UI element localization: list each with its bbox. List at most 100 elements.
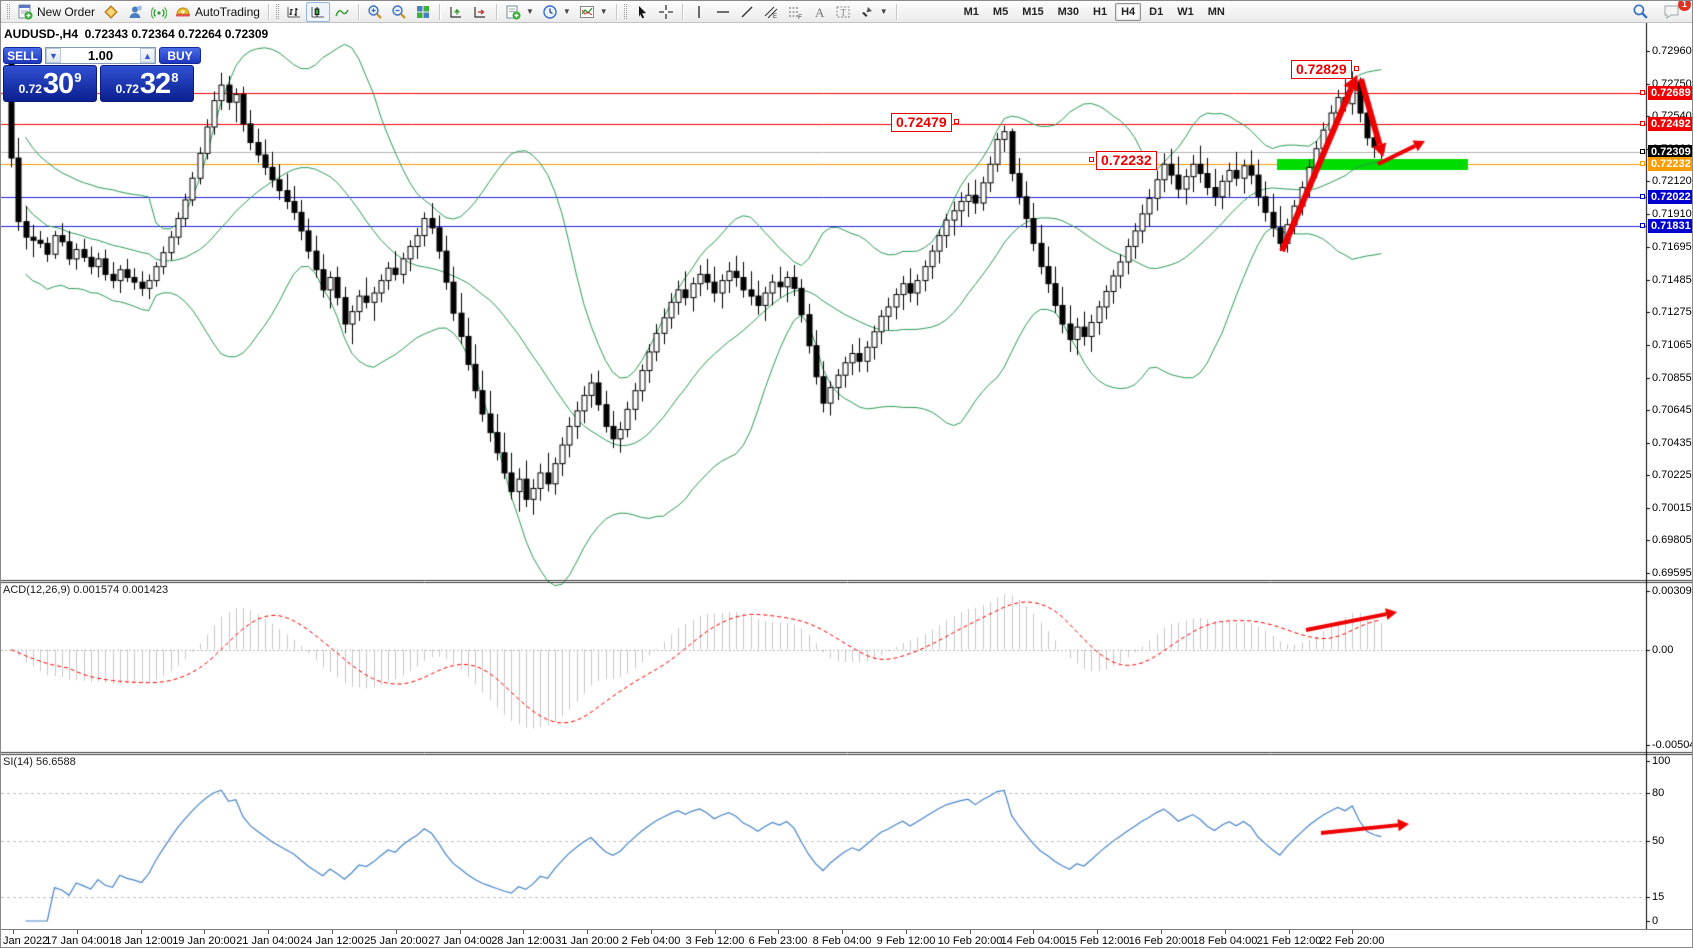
signals-icon <box>151 4 168 20</box>
horizontal-line-button[interactable] <box>711 2 735 22</box>
timeframe-m30-button[interactable]: M30 <box>1057 5 1080 18</box>
volume-down-button[interactable]: ▼ <box>46 48 61 63</box>
tile-windows-icon <box>415 4 431 20</box>
annotation-price-label[interactable]: 0.72829 <box>1291 60 1359 79</box>
new-order-icon <box>17 4 33 20</box>
new-order-button[interactable]: New Order <box>13 2 99 22</box>
toolbar-grip[interactable] <box>623 4 627 19</box>
period-button[interactable]: ▼ <box>538 2 575 22</box>
toolbar-grip[interactable] <box>7 4 10 19</box>
text-button[interactable]: A <box>807 2 831 22</box>
search-button[interactable] <box>1628 2 1653 22</box>
vertical-line-button[interactable] <box>687 2 711 22</box>
crosshair-icon <box>658 4 674 20</box>
price-tag-0.72232[interactable]: 0.72232 <box>1640 156 1692 171</box>
notifications-button[interactable]: 1 <box>1659 1 1691 22</box>
buy-price-main: 32 <box>139 68 171 100</box>
time-axis-label: 22 Feb 20:00 <box>1319 935 1385 947</box>
time-axis-label: 21 Jan 04:00 <box>236 935 300 947</box>
channel-icon: E <box>763 4 779 20</box>
chart-line-button[interactable] <box>330 2 354 22</box>
volume-input[interactable] <box>61 48 140 63</box>
zoom-in-icon <box>367 4 383 20</box>
tile-windows-button[interactable] <box>411 2 435 22</box>
fibonacci-button[interactable]: F <box>783 2 807 22</box>
chart-canvas[interactable] <box>1 23 1692 929</box>
time-axis[interactable]: Jan 2022 17 Jan 04:00 18 Jan 12:00 19 Jan 2… <box>1 929 1692 947</box>
cursor-icon <box>634 4 650 20</box>
annotation-nub <box>953 119 959 124</box>
channel-button[interactable]: E <box>759 2 783 22</box>
auto-scroll-button[interactable] <box>444 2 468 22</box>
timeframe-d1-button[interactable]: D1 <box>1149 5 1164 18</box>
timeframe-m15-button[interactable]: M15 <box>1022 5 1044 18</box>
time-axis-tick <box>77 930 78 934</box>
gold-badge-button[interactable] <box>99 2 123 22</box>
zoom-in-button[interactable] <box>363 2 387 22</box>
timeframe-m1-button[interactable]: M1 <box>963 5 979 18</box>
zoom-out-button[interactable] <box>387 2 411 22</box>
sell-button[interactable]: SELL <box>3 47 42 64</box>
time-axis-tick <box>842 930 843 934</box>
time-axis-tick <box>906 930 907 934</box>
volume-up-button[interactable]: ▲ <box>140 48 155 63</box>
text-label-button[interactable]: T <box>831 2 855 22</box>
notification-badge: 1 <box>1678 1 1691 11</box>
annotation-price-label[interactable]: 0.72479 <box>891 113 959 132</box>
buy-price-display[interactable]: 0.72 32 8 <box>100 65 194 102</box>
time-axis-label: 18 Jan 12:00 <box>109 935 173 947</box>
price-tag-0.72309[interactable]: 0.72309 <box>1640 144 1692 159</box>
cursor-button[interactable] <box>630 2 654 22</box>
crosshair-button[interactable] <box>654 2 678 22</box>
timeframe-m5-button[interactable]: M5 <box>992 5 1009 18</box>
toolbar-separator <box>681 3 683 20</box>
price-tag-0.72492[interactable]: 0.72492 <box>1640 116 1692 131</box>
text-icon: A <box>811 4 827 20</box>
svg-text:A: A <box>815 5 825 20</box>
buy-button[interactable]: BUY <box>159 47 201 64</box>
macd-label: ACD(12,26,9) 0.001574 0.001423 <box>3 584 169 596</box>
signals-button[interactable] <box>147 2 171 22</box>
autotrading-button[interactable]: AutoTrading <box>171 2 264 22</box>
chevron-down-icon: ▼ <box>879 7 888 16</box>
chevron-down-icon: ▼ <box>562 7 571 16</box>
timeframe-h1-button[interactable]: H1 <box>1093 5 1108 18</box>
y-axis-tick-label: 50 <box>1652 835 1665 847</box>
community-button[interactable] <box>123 2 147 22</box>
toolbar-separator <box>495 3 497 20</box>
y-axis-tick-label: 0.70015 <box>1652 501 1692 514</box>
indicators-button[interactable]: ▼ <box>575 2 612 22</box>
toolbar-grip[interactable] <box>275 4 279 19</box>
chart-bars-button[interactable] <box>282 2 306 22</box>
sell-price-display[interactable]: 0.72 30 9 <box>3 65 97 102</box>
time-axis-label: 2 Feb 04:00 <box>621 935 681 947</box>
sell-price-pip: 9 <box>74 70 82 85</box>
y-axis-tick-label: 0.71695 <box>1652 241 1692 254</box>
community-icon <box>127 4 143 20</box>
timeframe-h4-button[interactable]: H4 <box>1115 2 1142 21</box>
price-tag-0.71831[interactable]: 0.71831 <box>1640 219 1692 234</box>
arrows-tool-button[interactable]: ▼ <box>855 2 892 22</box>
templates-button[interactable]: ▼ <box>501 2 538 22</box>
annotation-price-label[interactable]: 0.72232 <box>1089 151 1157 170</box>
chart-candles-button[interactable] <box>305 1 330 22</box>
auto-scroll-icon <box>448 4 464 20</box>
price-tag-0.72022[interactable]: 0.72022 <box>1640 189 1692 204</box>
price-tag-nub <box>1640 223 1645 229</box>
y-axis-tick-label: 0.003094 <box>1652 585 1692 597</box>
toolbar-separator <box>615 3 617 20</box>
price-tag-0.72689[interactable]: 0.72689 <box>1640 86 1692 101</box>
zoom-out-icon <box>391 4 407 20</box>
chart-candles-icon <box>310 4 326 20</box>
trendline-button[interactable] <box>735 2 759 22</box>
rsi-label: SI(14) 56.6588 <box>3 756 76 768</box>
y-axis-tick-label: 0.71275 <box>1652 306 1692 319</box>
time-axis-label: 28 Jan 12:00 <box>491 935 555 947</box>
timeframe-mn-button[interactable]: MN <box>1207 5 1225 18</box>
chart-shift-button[interactable] <box>468 2 492 22</box>
annotation-nub <box>1089 157 1094 162</box>
price-tag-nub <box>1640 193 1645 199</box>
timeframe-w1-button[interactable]: W1 <box>1177 5 1194 18</box>
trendline-icon <box>739 4 755 20</box>
y-axis-tick-label: 0.69595 <box>1652 567 1692 579</box>
